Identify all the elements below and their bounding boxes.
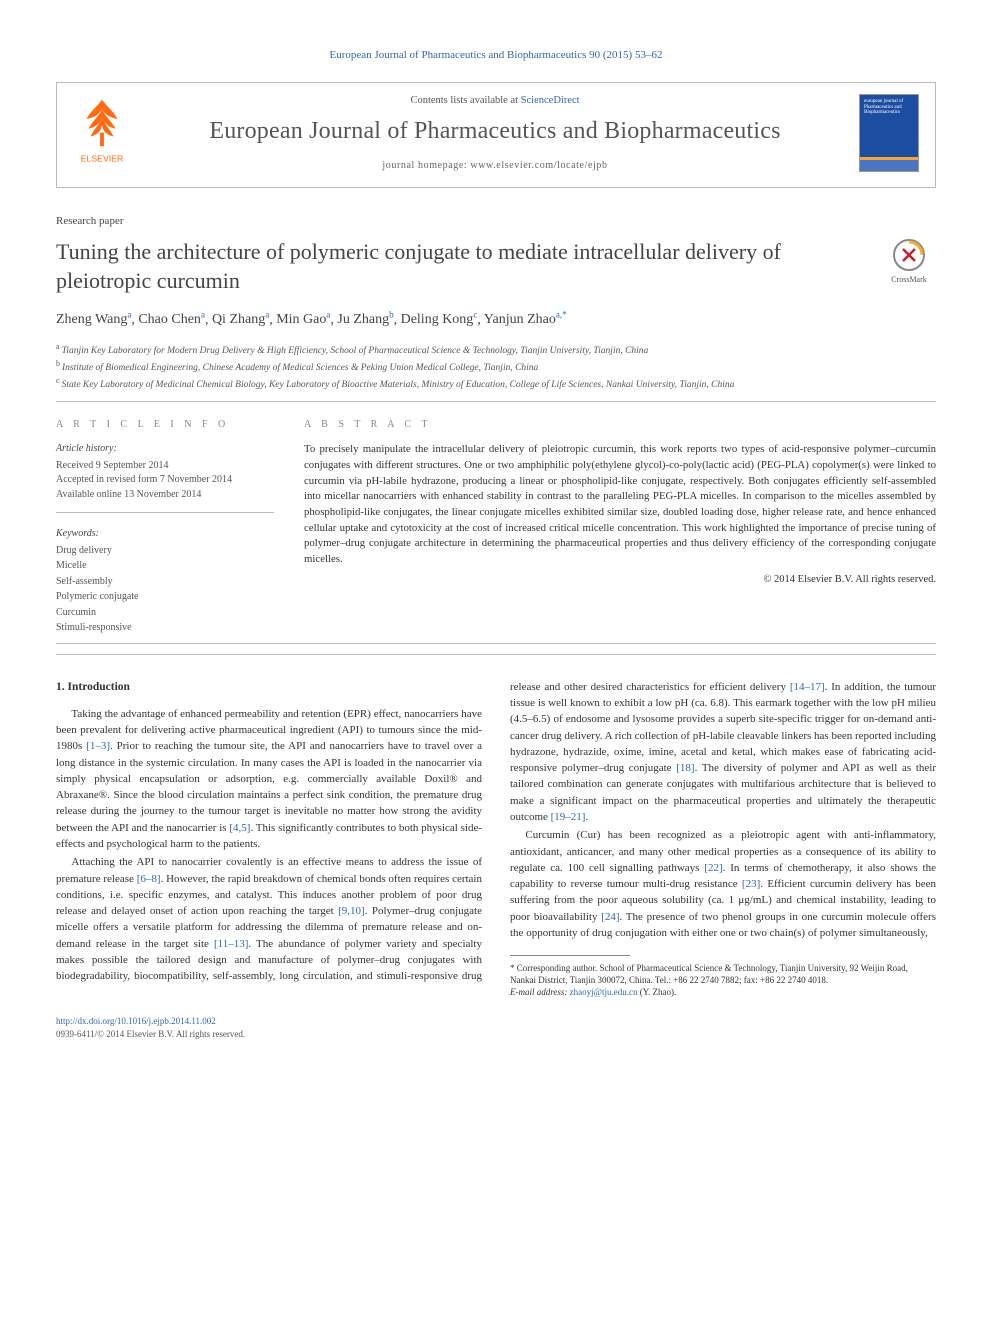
- affiliation: bInstitute of Biomedical Engineering, Ch…: [56, 358, 936, 375]
- issn-copyright: 0939-6411/© 2014 Elsevier B.V. All right…: [56, 1028, 936, 1041]
- divider: [56, 654, 936, 655]
- abstract-head: A B S T R A C T: [304, 418, 936, 433]
- cover-text: european journal of Pharmaceutics and Bi…: [864, 99, 914, 116]
- divider: [56, 401, 936, 402]
- author: Yanjun Zhaoa,*: [484, 312, 567, 327]
- crossmark-badge[interactable]: CrossMark: [882, 238, 936, 286]
- page-footer: http://dx.doi.org/10.1016/j.ejpb.2014.11…: [56, 1015, 936, 1041]
- article-title: Tuning the architecture of polymeric con…: [56, 238, 864, 294]
- keyword: Micelle: [56, 559, 274, 574]
- abstract-column: A B S T R A C T To precisely manipulate …: [304, 418, 936, 637]
- history-line: Accepted in revised form 7 November 2014: [56, 473, 274, 488]
- crossmark-icon: [892, 238, 926, 272]
- footnotes-block: * Corresponding author. School of Pharma…: [510, 962, 936, 998]
- citation-link[interactable]: [19–21]: [551, 811, 586, 823]
- article-info-sidebar: A R T I C L E I N F O Article history: R…: [56, 418, 274, 637]
- body-two-column: 1. Introduction Taking the advantage of …: [56, 679, 936, 999]
- author: Qi Zhanga: [212, 312, 269, 327]
- citation-link[interactable]: [1–3]: [86, 740, 110, 752]
- footnote-rule: [510, 955, 630, 956]
- citation-link[interactable]: [9,10]: [338, 905, 365, 917]
- homepage-prefix: journal homepage:: [382, 160, 470, 171]
- keywords-head: Keywords:: [56, 527, 274, 542]
- article-type: Research paper: [56, 214, 936, 230]
- paragraph: Taking the advantage of enhanced permeab…: [56, 706, 482, 852]
- author: Deling Kongc: [401, 312, 478, 327]
- crossmark-label: CrossMark: [891, 275, 927, 284]
- journal-cover-thumbnail: european journal of Pharmaceutics and Bi…: [859, 94, 919, 172]
- authors-line: Zheng Wanga, Chao Chena, Qi Zhanga, Min …: [56, 309, 936, 331]
- citation-link[interactable]: [22]: [704, 862, 722, 874]
- paragraph: Curcumin (Cur) has been recognized as a …: [510, 827, 936, 941]
- homepage-url[interactable]: www.elsevier.com/locate/ejpb: [470, 160, 607, 171]
- affiliations-block: aTianjin Key Laboratory for Modern Drug …: [56, 341, 936, 393]
- article-info-head: A R T I C L E I N F O: [56, 418, 274, 433]
- citation-link[interactable]: [24]: [601, 911, 619, 923]
- keyword: Self-assembly: [56, 575, 274, 590]
- journal-title: European Journal of Pharmaceutics and Bi…: [145, 114, 845, 149]
- citation-link[interactable]: [23]: [742, 878, 760, 890]
- corresponding-author-footnote: * Corresponding author. School of Pharma…: [510, 962, 936, 986]
- author: Chao Chena: [138, 312, 205, 327]
- elsevier-wordmark: ELSEVIER: [81, 153, 124, 163]
- contents-lists-line: Contents lists available at ScienceDirec…: [145, 93, 845, 108]
- email-link[interactable]: zhaoyj@tju.edu.cn: [570, 987, 638, 997]
- citation-link[interactable]: [4,5]: [229, 822, 250, 834]
- history-line: Received 9 September 2014: [56, 459, 274, 474]
- citation-link[interactable]: [14–17]: [790, 681, 825, 693]
- journal-homepage-line: journal homepage: www.elsevier.com/locat…: [145, 159, 845, 174]
- keyword: Curcumin: [56, 606, 274, 621]
- running-header: European Journal of Pharmaceutics and Bi…: [56, 48, 936, 64]
- citation-link[interactable]: [18]: [676, 762, 694, 774]
- history-head: Article history:: [56, 442, 274, 457]
- keywords-list: Drug delivery Micelle Self-assembly Poly…: [56, 544, 274, 636]
- elsevier-logo: ELSEVIER: [73, 94, 131, 173]
- author: Ju Zhangb: [337, 312, 393, 327]
- abstract-copyright: © 2014 Elsevier B.V. All rights reserved…: [304, 572, 936, 587]
- contents-prefix: Contents lists available at: [410, 95, 520, 106]
- cover-band: [860, 157, 918, 171]
- abstract-text: To precisely manipulate the intracellula…: [304, 442, 936, 567]
- email-footnote: E-mail address: zhaoyj@tju.edu.cn (Y. Zh…: [510, 986, 936, 998]
- section-heading: 1. Introduction: [56, 679, 482, 696]
- affiliation: cState Key Laboratory of Medicinal Chemi…: [56, 375, 936, 392]
- author: Min Gaoa: [276, 312, 330, 327]
- divider: [56, 643, 936, 644]
- affiliation: aTianjin Key Laboratory for Modern Drug …: [56, 341, 936, 358]
- author: Zheng Wanga: [56, 312, 131, 327]
- keyword: Drug delivery: [56, 544, 274, 559]
- corresponding-marker: *: [562, 310, 567, 320]
- citation-link[interactable]: [11–13]: [214, 938, 248, 950]
- doi-link[interactable]: http://dx.doi.org/10.1016/j.ejpb.2014.11…: [56, 1016, 216, 1026]
- history-line: Available online 13 November 2014: [56, 488, 274, 503]
- keyword: Stimuli-responsive: [56, 621, 274, 636]
- journal-center-block: Contents lists available at ScienceDirec…: [145, 93, 845, 174]
- keyword: Polymeric conjugate: [56, 590, 274, 605]
- citation-link[interactable]: [6–8]: [137, 873, 161, 885]
- journal-masthead: ELSEVIER Contents lists available at Sci…: [56, 82, 936, 189]
- sciencedirect-link[interactable]: ScienceDirect: [521, 95, 580, 106]
